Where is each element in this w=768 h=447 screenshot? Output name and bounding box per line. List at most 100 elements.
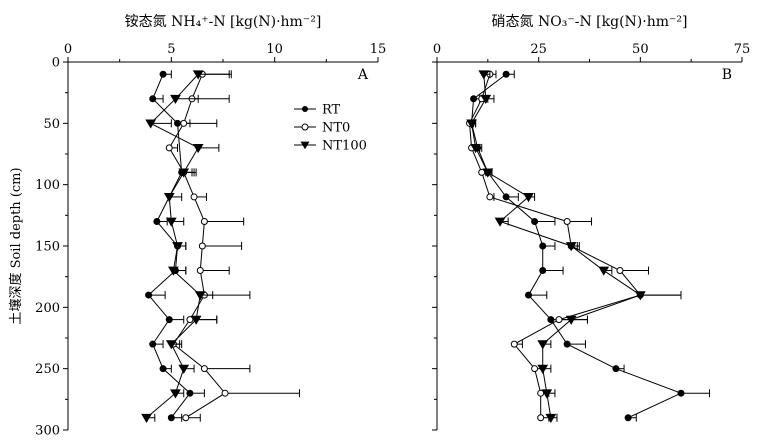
data-point bbox=[624, 414, 632, 422]
y-tick-label: 150 bbox=[35, 240, 60, 255]
data-point bbox=[545, 413, 557, 423]
data-point bbox=[539, 242, 547, 250]
data-point bbox=[502, 193, 510, 201]
data-point bbox=[192, 70, 204, 80]
y-tick-label: 200 bbox=[35, 301, 60, 316]
data-point bbox=[165, 340, 177, 350]
data-point bbox=[598, 266, 610, 276]
data-point bbox=[541, 389, 553, 399]
data-point bbox=[198, 242, 206, 250]
data-point bbox=[634, 291, 646, 301]
panel-letter: B bbox=[722, 67, 732, 83]
data-point bbox=[565, 315, 577, 325]
data-point bbox=[178, 168, 190, 178]
data-point bbox=[190, 193, 198, 201]
data-point bbox=[525, 291, 532, 299]
legend-marker bbox=[301, 123, 309, 131]
data-point bbox=[539, 267, 547, 275]
data-point bbox=[182, 414, 190, 422]
data-point bbox=[200, 365, 208, 373]
data-point bbox=[221, 389, 229, 397]
data-point bbox=[466, 119, 477, 129]
x-tick-label: 0 bbox=[433, 42, 441, 57]
data-point bbox=[167, 414, 175, 422]
data-point bbox=[145, 291, 153, 299]
panel-title: 铵态氮 NH₄⁺-N [kg(N)·hm⁻²] bbox=[125, 14, 322, 30]
data-point bbox=[470, 143, 482, 154]
data-point bbox=[190, 315, 202, 325]
data-point bbox=[141, 413, 152, 423]
data-point bbox=[196, 267, 204, 275]
data-point bbox=[612, 365, 620, 373]
panel-title: 硝态氮 NO₃⁻-N [kg(N)·hm⁻²] bbox=[492, 14, 688, 30]
data-point bbox=[563, 340, 571, 348]
data-point bbox=[531, 365, 539, 373]
data-point bbox=[478, 168, 486, 176]
data-point bbox=[172, 242, 183, 252]
data-point bbox=[616, 267, 624, 275]
data-point bbox=[555, 316, 563, 324]
data-point bbox=[163, 193, 175, 203]
x-tick-label: 5 bbox=[167, 42, 175, 57]
x-tick-label: 10 bbox=[266, 42, 283, 57]
data-point bbox=[537, 389, 545, 397]
legend-label: NT100 bbox=[322, 139, 367, 154]
legend-label: RT bbox=[322, 103, 341, 118]
data-point bbox=[531, 217, 539, 225]
data-point bbox=[159, 70, 167, 78]
data-point bbox=[470, 95, 478, 103]
data-point bbox=[565, 242, 577, 252]
x-tick-label: 75 bbox=[734, 42, 751, 57]
y-tick-label: 300 bbox=[35, 424, 60, 439]
series-nt100 bbox=[141, 70, 230, 423]
series-rt bbox=[468, 70, 710, 422]
y-tick-label: 0 bbox=[52, 56, 60, 71]
y-axis-title: 土壤深度 Soil depth (cm) bbox=[8, 167, 24, 324]
data-point bbox=[174, 119, 182, 127]
data-point bbox=[494, 217, 506, 227]
data-point bbox=[165, 217, 177, 227]
data-point bbox=[170, 94, 181, 105]
data-point bbox=[192, 143, 204, 154]
data-point bbox=[178, 364, 190, 374]
y-tick-label: 100 bbox=[35, 178, 60, 193]
data-point bbox=[180, 119, 188, 127]
data-point bbox=[478, 70, 490, 80]
data-point bbox=[523, 193, 534, 203]
data-point bbox=[165, 316, 173, 324]
x-tick-label: 0 bbox=[64, 42, 72, 57]
series-line bbox=[146, 73, 201, 419]
data-point bbox=[537, 364, 549, 374]
data-point bbox=[149, 95, 157, 103]
data-point bbox=[510, 340, 518, 348]
data-point bbox=[168, 266, 179, 276]
data-point bbox=[547, 316, 555, 324]
data-point bbox=[145, 119, 157, 129]
data-point bbox=[194, 291, 206, 301]
data-point bbox=[186, 389, 194, 397]
data-point bbox=[482, 168, 494, 178]
data-point bbox=[149, 340, 157, 348]
data-point bbox=[537, 414, 545, 422]
legend: RT NT0 NT100 bbox=[294, 103, 367, 154]
data-point bbox=[563, 217, 571, 225]
data-point bbox=[480, 94, 492, 105]
data-point bbox=[153, 217, 161, 225]
legend-label: NT0 bbox=[322, 121, 350, 136]
y-tick-label: 50 bbox=[43, 117, 60, 132]
x-tick-label: 50 bbox=[632, 42, 649, 57]
data-point bbox=[677, 389, 685, 397]
data-point bbox=[159, 365, 167, 373]
panel-letter: A bbox=[357, 67, 369, 83]
legend-marker bbox=[300, 141, 310, 150]
data-point bbox=[486, 193, 494, 201]
x-tick-label: 15 bbox=[370, 42, 387, 57]
data-point bbox=[502, 70, 510, 78]
data-point bbox=[537, 340, 549, 350]
x-tick-label: 25 bbox=[530, 42, 547, 57]
data-point bbox=[170, 389, 181, 399]
data-point bbox=[165, 144, 173, 152]
series-nt100 bbox=[466, 70, 682, 423]
